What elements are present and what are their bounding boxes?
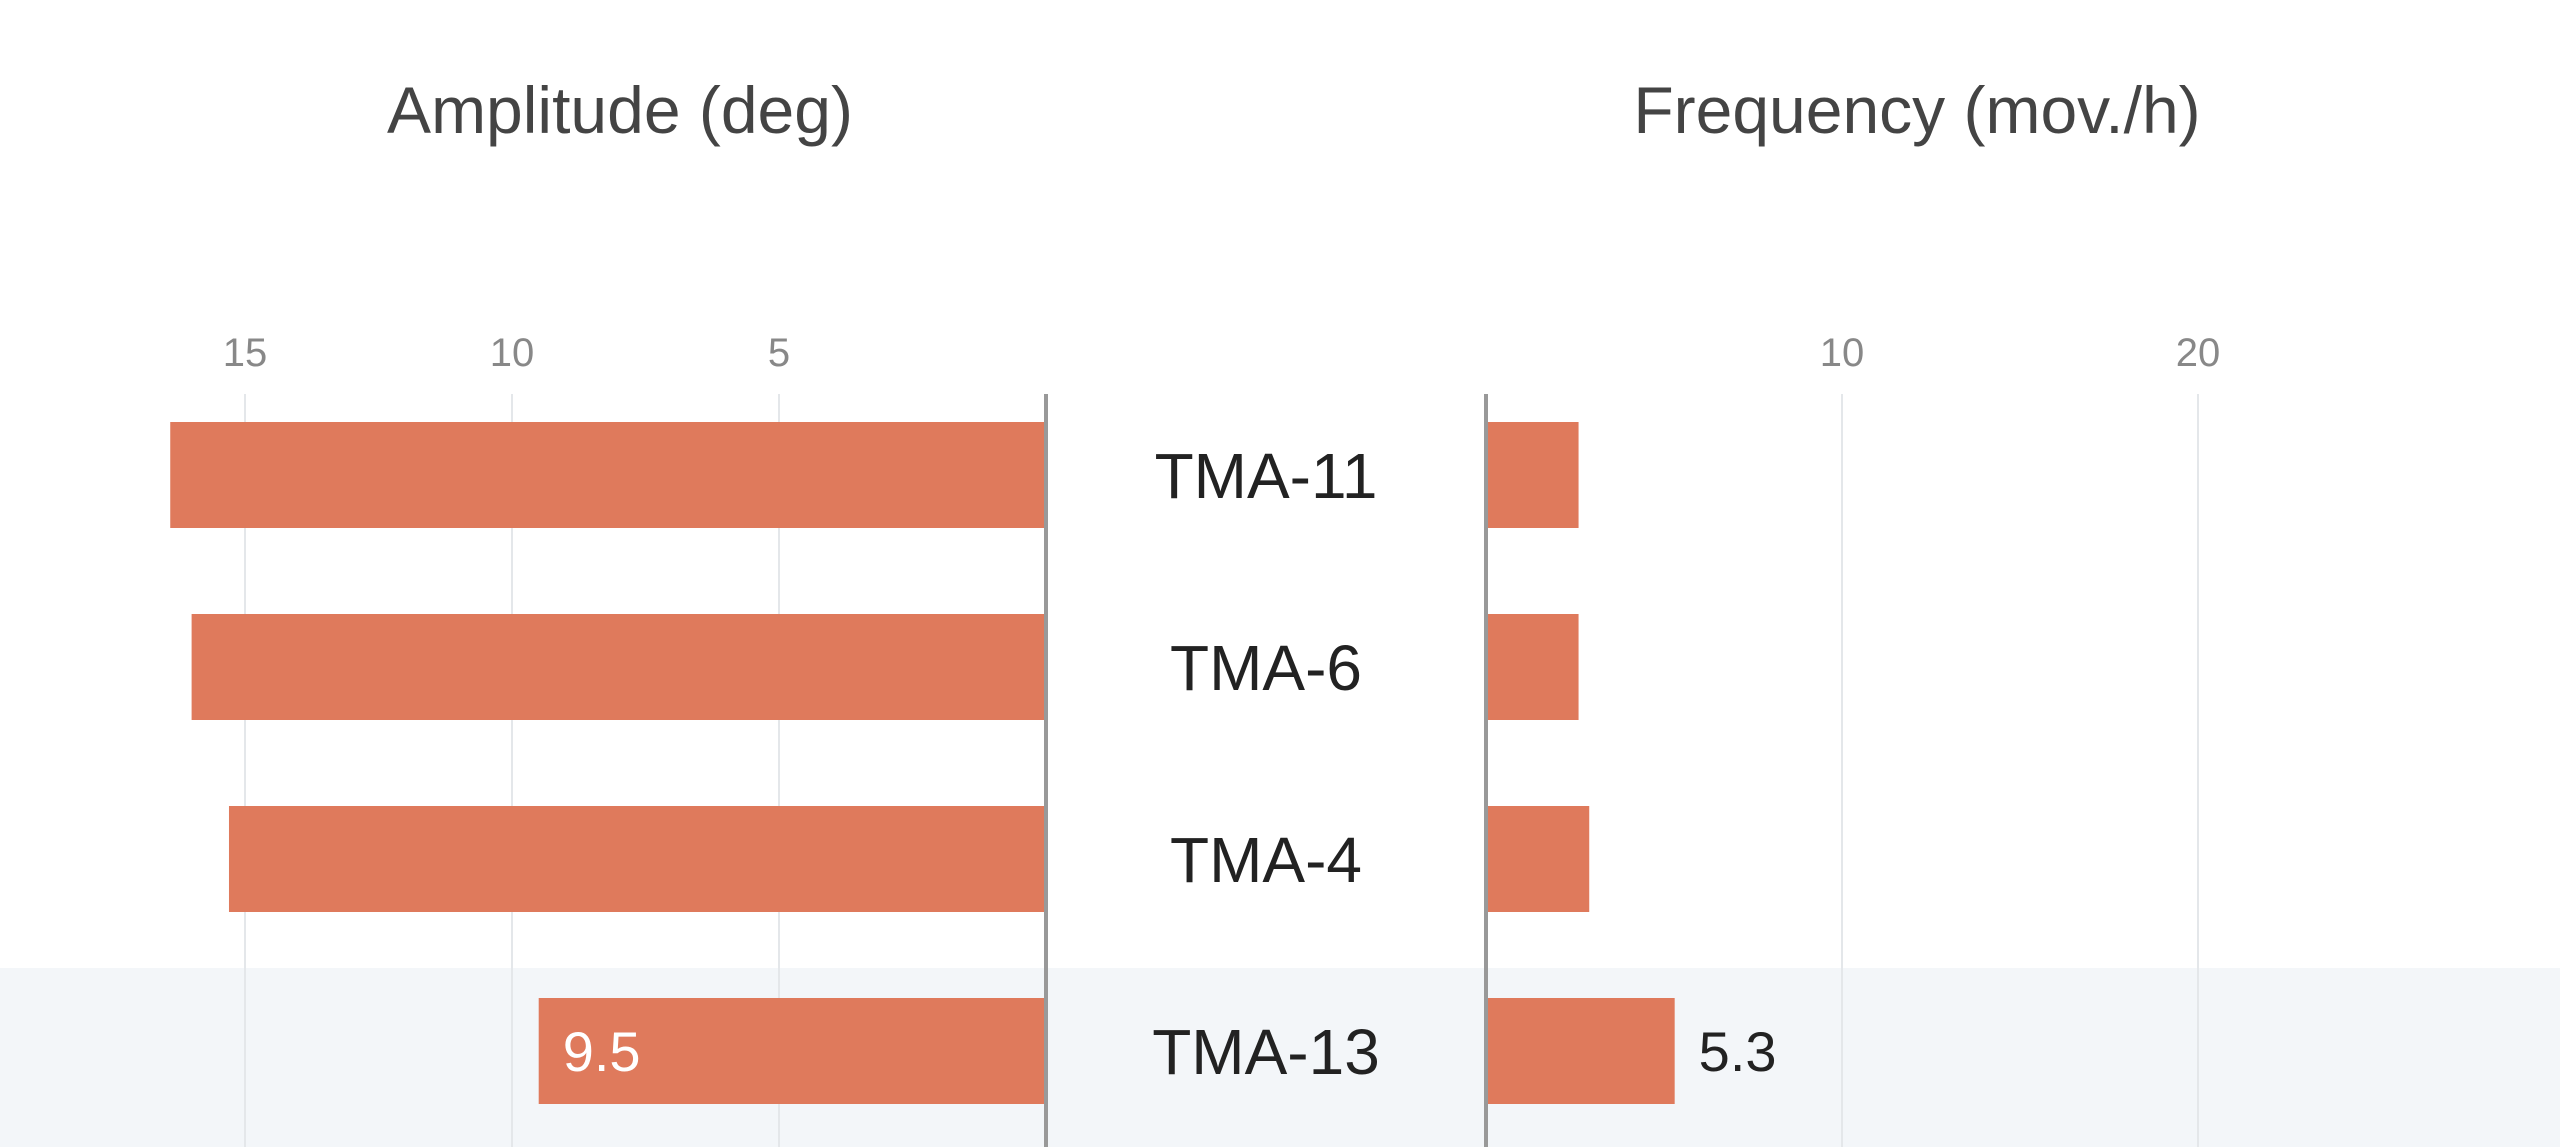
amplitude-bar[interactable] [170, 422, 1047, 528]
frequency-tick-label: 20 [2176, 331, 2221, 375]
amplitude-tick-label: 10 [490, 331, 535, 375]
category-label: TMA-4 [1170, 824, 1362, 896]
amplitude-bar[interactable] [191, 614, 1047, 720]
category-label: TMA-11 [1155, 440, 1378, 512]
frequency-title: Frequency (mov./h) [1633, 73, 2201, 147]
amplitude-value-label: 9.5 [563, 1020, 641, 1083]
amplitude-tick-label: 5 [768, 331, 790, 375]
category-label: TMA-6 [1170, 632, 1362, 704]
frequency-bar[interactable] [1486, 614, 1579, 720]
frequency-tick-label: 10 [1820, 331, 1865, 375]
highlight-row-band [0, 968, 2560, 1147]
amplitude-bar[interactable] [228, 806, 1047, 912]
frequency-bar[interactable] [1486, 806, 1590, 912]
amplitude-bar[interactable] [538, 998, 1046, 1104]
frequency-bar[interactable] [1486, 422, 1579, 528]
frequency-value-label: 5.3 [1699, 1020, 1777, 1083]
amplitude-tick-label: 15 [223, 331, 268, 375]
frequency-bar[interactable] [1486, 998, 1675, 1104]
amplitude-title: Amplitude (deg) [387, 73, 853, 147]
category-label: TMA-13 [1152, 1016, 1380, 1088]
